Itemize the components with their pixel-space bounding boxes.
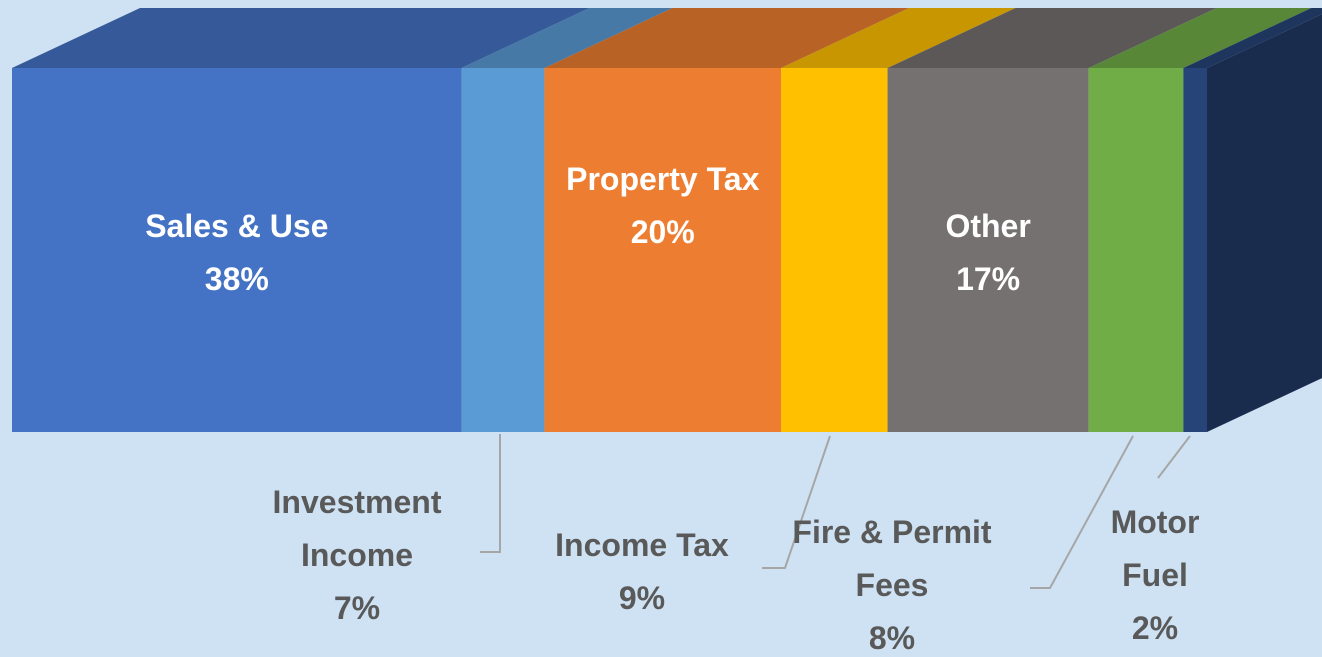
leader-line: [1157, 435, 1191, 479]
bar-top: [544, 8, 910, 68]
leader-line: [480, 434, 501, 553]
bar-top: [887, 8, 1217, 68]
value-label: 20%: [630, 214, 695, 250]
value-label: 8%: [868, 620, 916, 656]
bar-top: [461, 8, 673, 68]
category-name: Motor Fuel: [1110, 504, 1200, 593]
data-label: Property Tax 20%: [563, 153, 763, 259]
data-label: Investment Income 7%: [227, 476, 487, 635]
bar-segment: [544, 68, 782, 432]
category-name: Sales & Use: [145, 208, 329, 244]
category-name: Income Tax: [555, 527, 729, 563]
data-label: Fire & Permit Fees 8%: [772, 506, 1012, 657]
bar-segment: [781, 68, 888, 432]
value-label: 9%: [618, 580, 666, 616]
category-name: Investment Income: [272, 484, 442, 573]
data-label: Sales & Use 38%: [87, 200, 387, 306]
bar-top: [1088, 8, 1312, 68]
leader-line: [1030, 435, 1134, 589]
category-name: Fire & Permit Fees: [792, 514, 992, 603]
data-label: Motor Fuel 2%: [1080, 496, 1230, 655]
bar-side: [1207, 14, 1322, 432]
bar-segment: [1183, 68, 1207, 432]
bar-top: [1183, 8, 1322, 68]
value-label: 2%: [1131, 610, 1179, 646]
leader-line: [762, 435, 831, 569]
value-label: 7%: [333, 590, 381, 626]
bar-top: [781, 8, 1016, 68]
bar-segment: [887, 68, 1089, 432]
bar-segment: [12, 68, 462, 432]
category-name: Other: [945, 208, 1031, 244]
data-label: Other 17%: [888, 200, 1088, 306]
bar-segment: [1088, 68, 1184, 432]
bar-top: [12, 8, 590, 68]
value-label: 17%: [956, 261, 1021, 297]
bar-segment: [461, 68, 545, 432]
data-label: Income Tax 9%: [512, 519, 772, 625]
value-label: 38%: [204, 261, 269, 297]
category-name: Property Tax: [566, 161, 760, 197]
